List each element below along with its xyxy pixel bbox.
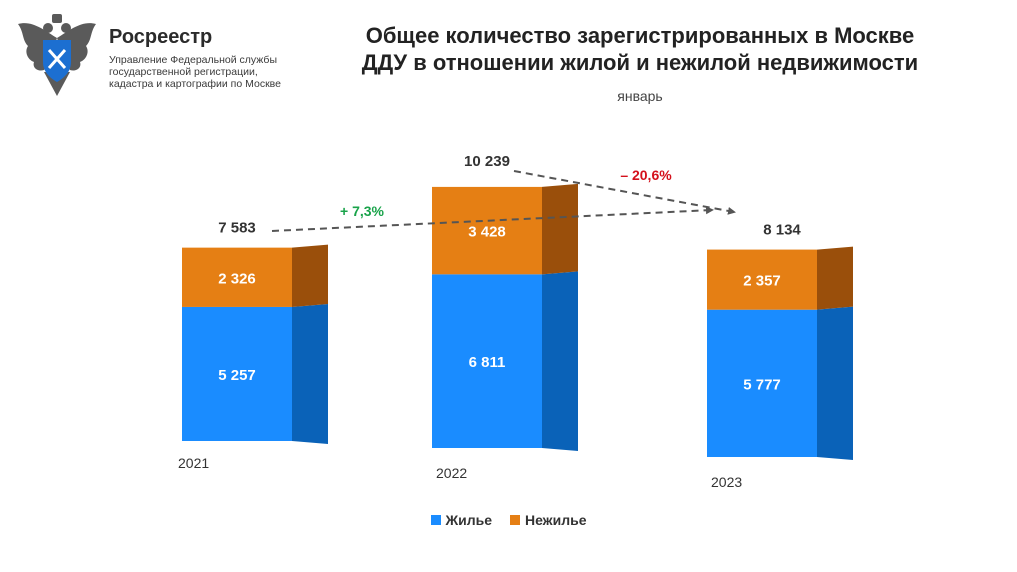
bar-residential-2022: [432, 274, 542, 448]
chart-subtitle: январь: [617, 88, 663, 104]
bar-residential-2021: [182, 306, 292, 441]
bar-nonresidential-side-2022: [542, 183, 578, 275]
legend-label: Жилье: [445, 512, 493, 528]
legend-swatch-nonresidential: [509, 515, 520, 525]
data-label-residential: 6 811: [469, 354, 506, 371]
chart-title-line: Общее количество зарегистрированных в Мо…: [365, 23, 915, 48]
org-name: Росреестр: [109, 26, 213, 48]
category-label: 2021: [178, 455, 209, 471]
legend-swatch-residential: [430, 515, 441, 525]
trend-arrow: [513, 170, 736, 215]
data-label-nonresidential: 3 428: [468, 224, 506, 241]
legend-item-residential: Жилье: [430, 512, 493, 528]
category-label: 2023: [711, 474, 742, 490]
bar-nonresidential-2022: [432, 186, 542, 275]
total-label: 8 134: [763, 222, 801, 239]
bar-residential-side-2023: [817, 306, 853, 460]
org-subtitle: Управление Федеральной службы государств…: [109, 54, 309, 90]
legend-item-nonresidential: Нежилье: [509, 512, 587, 528]
chart-title-line: ДДУ в отношении жилой и нежилой недвижим…: [361, 50, 919, 75]
org-subtitle-line: кадастра и картографии по Москве: [109, 78, 281, 90]
total-label: 10 239: [464, 153, 510, 170]
bar-residential-side-2021: [292, 303, 328, 444]
org-subtitle-line: Управление Федеральной службы: [109, 54, 277, 66]
category-label: 2022: [436, 465, 467, 481]
org-subtitle-line: государственной регистрации,: [109, 66, 258, 78]
bar-residential-side-2022: [542, 271, 578, 451]
change-label-increase: + 7,3%: [340, 203, 385, 219]
legend-label: Нежилье: [524, 512, 587, 528]
bar-residential-2023: [707, 309, 817, 457]
data-label-nonresidential: 2 326: [218, 270, 256, 287]
data-label-residential: 5 257: [218, 367, 256, 384]
data-label-nonresidential: 2 357: [743, 273, 781, 290]
bar-nonresidential-2023: [707, 249, 817, 310]
bar-nonresidential-2021: [182, 247, 292, 307]
total-label: 7 583: [218, 220, 256, 237]
data-label-residential: 5 777: [743, 376, 781, 393]
rosreestr-emblem-icon: [18, 14, 96, 96]
chart-title: Общее количество зарегистрированных в Мо…: [340, 22, 940, 76]
bar-nonresidential-side-2021: [292, 244, 328, 307]
chart-legend: Жилье Нежилье: [0, 512, 1017, 528]
trend-arrow: [271, 206, 714, 232]
bar-nonresidential-side-2023: [817, 246, 853, 310]
change-label-decrease: – 20,6%: [620, 167, 672, 183]
